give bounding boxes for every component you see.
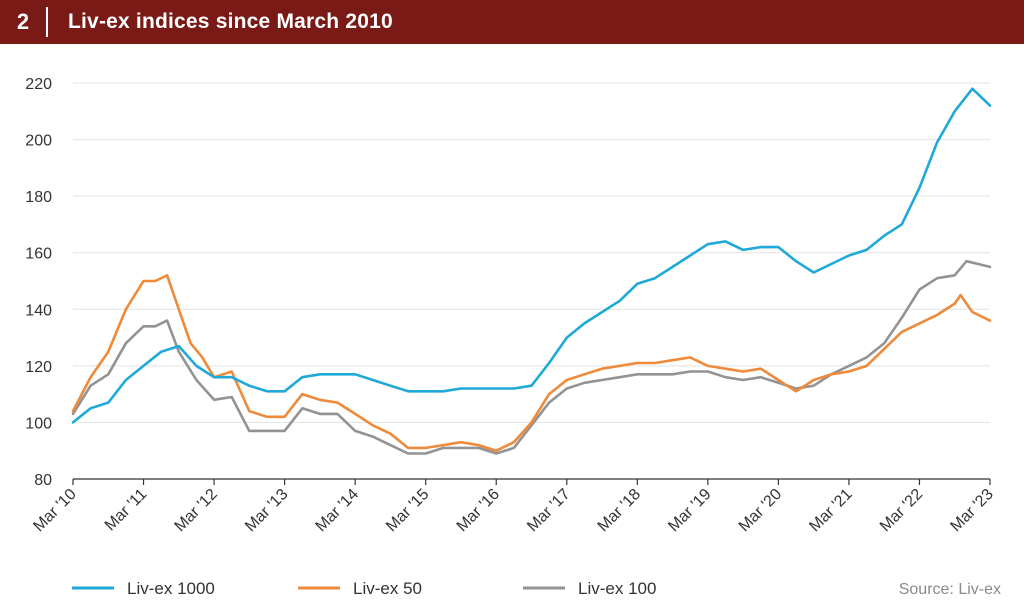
y-tick-label: 180 bbox=[25, 189, 52, 206]
series-line-liv-ex-1000 bbox=[71, 87, 992, 424]
y-tick-label: 140 bbox=[25, 302, 52, 319]
x-tick-label: Mar '22 bbox=[877, 486, 926, 535]
x-tick-label: Mar '21 bbox=[806, 486, 855, 535]
series-line-liv-ex-50 bbox=[71, 274, 992, 452]
x-tick-label: Mar '23 bbox=[947, 486, 996, 535]
x-tick-label: Mar '11 bbox=[102, 486, 151, 535]
source-note: Source: Liv-ex bbox=[899, 581, 1001, 598]
x-tick-label: Mar '17 bbox=[524, 486, 573, 535]
x-tick-label: Mar '13 bbox=[242, 486, 291, 535]
x-tick-label: Mar '14 bbox=[313, 486, 362, 535]
legend-label-liv-ex-50: Liv-ex 50 bbox=[353, 579, 422, 598]
y-tick-label: 120 bbox=[25, 359, 52, 376]
x-tick-label: Mar '20 bbox=[736, 486, 785, 535]
chart-header: 2 Liv-ex indices since March 2010 bbox=[0, 0, 1024, 44]
series-lines bbox=[71, 87, 992, 455]
x-tick-label: Mar '12 bbox=[172, 486, 221, 535]
x-tick-label: Mar '15 bbox=[383, 486, 432, 535]
y-tick-label: 80 bbox=[34, 472, 52, 489]
series-line-liv-ex-100 bbox=[71, 259, 992, 455]
x-axis-ticks: Mar '10 Mar '11 Mar '12 Mar '13 Mar '14 Mar '… bbox=[30, 478, 997, 535]
x-tick-label: Mar '16 bbox=[454, 486, 503, 535]
chart-title: Liv-ex indices since March 2010 bbox=[68, 10, 393, 33]
y-tick-label: 100 bbox=[25, 415, 52, 432]
legend: Liv-ex 1000 Liv-ex 50 Liv-ex 100 bbox=[72, 579, 656, 598]
gridlines bbox=[73, 82, 990, 480]
x-tick-label: Mar '18 bbox=[595, 486, 644, 535]
x-tick-label: Mar '10 bbox=[30, 486, 79, 535]
y-tick-label: 160 bbox=[25, 246, 52, 263]
legend-label-liv-ex-1000: Liv-ex 1000 bbox=[127, 579, 215, 598]
legend-label-liv-ex-100: Liv-ex 100 bbox=[578, 579, 656, 598]
y-axis-ticks: 80 100 120 140 160 180 200 220 bbox=[25, 76, 52, 489]
x-tick-label: Mar '19 bbox=[665, 486, 714, 535]
y-tick-label: 200 bbox=[25, 133, 52, 150]
y-tick-label: 220 bbox=[25, 76, 52, 93]
figure-number: 2 bbox=[0, 7, 48, 37]
